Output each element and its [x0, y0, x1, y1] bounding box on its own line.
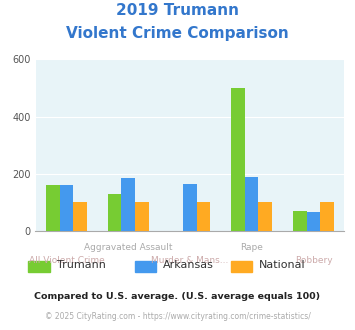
Text: Aggravated Assault: Aggravated Assault — [84, 243, 173, 251]
Bar — [245, 177, 258, 231]
Bar — [320, 202, 334, 231]
Text: Rape: Rape — [240, 243, 263, 251]
Bar — [108, 194, 121, 231]
Text: 2019 Trumann: 2019 Trumann — [116, 3, 239, 18]
Text: Trumann: Trumann — [57, 260, 106, 270]
Bar — [293, 211, 307, 231]
Text: Arkansas: Arkansas — [163, 260, 214, 270]
Bar — [135, 202, 148, 231]
Text: Violent Crime Comparison: Violent Crime Comparison — [66, 26, 289, 41]
Bar — [231, 88, 245, 231]
Bar — [60, 185, 73, 231]
Bar — [307, 212, 320, 231]
Bar — [46, 185, 60, 231]
Text: National: National — [259, 260, 306, 270]
Text: All Violent Crime: All Violent Crime — [28, 256, 104, 265]
Text: Robbery: Robbery — [295, 256, 332, 265]
Text: Compared to U.S. average. (U.S. average equals 100): Compared to U.S. average. (U.S. average … — [34, 292, 321, 301]
Bar — [183, 184, 197, 231]
Bar — [258, 202, 272, 231]
Bar — [121, 178, 135, 231]
Bar — [73, 202, 87, 231]
Text: Murder & Mans...: Murder & Mans... — [151, 256, 229, 265]
Bar — [197, 202, 210, 231]
Text: © 2025 CityRating.com - https://www.cityrating.com/crime-statistics/: © 2025 CityRating.com - https://www.city… — [45, 312, 310, 321]
